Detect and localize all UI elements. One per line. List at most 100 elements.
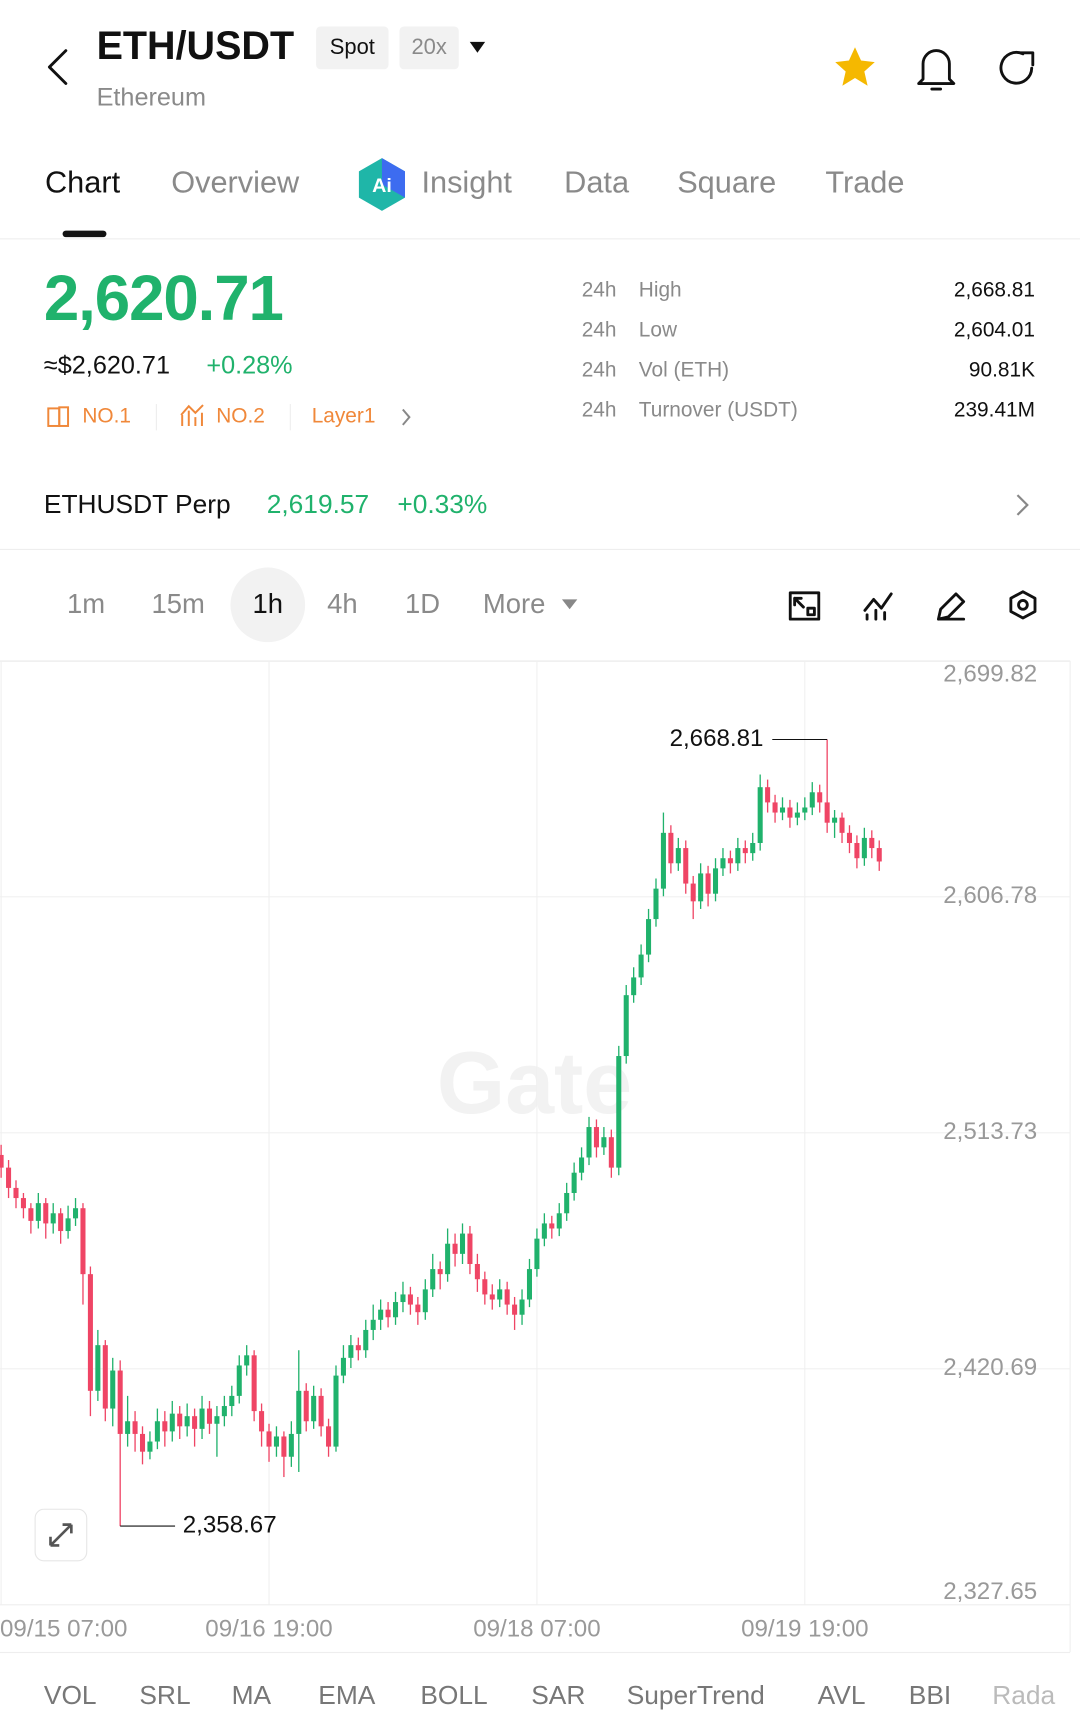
indicator-option[interactable]: BOLL [420, 1680, 487, 1710]
candle-body [385, 1309, 391, 1318]
indicator-option[interactable]: MA [232, 1680, 272, 1710]
candle-body [824, 802, 830, 823]
candle-body [132, 1421, 138, 1434]
candle-body [616, 1056, 622, 1168]
dropdown-arrow[interactable] [469, 41, 486, 53]
stat-period: 24h [582, 278, 617, 301]
interval-option[interactable]: 4h [327, 588, 358, 619]
indicator-option[interactable]: AVL [818, 1680, 866, 1710]
candle-body [452, 1243, 458, 1254]
tag-icon [180, 404, 204, 426]
candle-body [147, 1441, 153, 1452]
indicator-option[interactable]: EMA [318, 1680, 375, 1710]
category-tag[interactable]: Layer1 [312, 405, 376, 428]
candle-body [675, 848, 681, 864]
interval-option[interactable]: 15m [151, 588, 204, 619]
candle-body [355, 1345, 361, 1351]
tab-square[interactable]: Square [677, 165, 776, 200]
indicator-option[interactable]: VOL [44, 1680, 97, 1710]
tab-chart[interactable]: Chart [45, 165, 121, 200]
candle-body [735, 848, 741, 864]
candle-body [772, 802, 778, 813]
candle-body [0, 1154, 4, 1168]
draw-icon[interactable] [936, 592, 966, 621]
rank-tag[interactable]: NO.1 [82, 405, 131, 428]
interval-option[interactable]: 1D [405, 588, 440, 619]
x-tick-label: 09/18 07:00 [473, 1615, 600, 1642]
candle-body [445, 1243, 451, 1275]
candle-body [6, 1167, 12, 1188]
candle-body [861, 837, 867, 859]
indicator-icon[interactable] [863, 592, 893, 621]
candle-body [809, 792, 815, 808]
candle-body [608, 1137, 614, 1168]
indicator-bar: VOL SRL MA EMA BOLL SAR SuperTrend AVL BBI Rada [44, 1680, 1056, 1710]
candle-body [110, 1370, 116, 1409]
candle-body [765, 787, 771, 803]
stat-value: 2,604.01 [954, 319, 1035, 342]
indicator-option[interactable]: SRL [139, 1680, 190, 1710]
interval-option[interactable]: 1h [252, 588, 283, 619]
candle-body [125, 1421, 131, 1434]
indicator-option[interactable]: SAR [531, 1680, 585, 1710]
usd-price: ≈$2,620.71 [44, 351, 170, 379]
tab-indicator [62, 230, 107, 238]
candle-body [839, 817, 845, 833]
chevron[interactable] [402, 408, 411, 426]
x-tick-label: 09/16 19:00 [205, 1615, 332, 1642]
candle-body [139, 1433, 146, 1452]
candle-body [43, 1203, 49, 1224]
candle-body [266, 1431, 272, 1447]
chevron[interactable] [1016, 494, 1029, 516]
interval-option[interactable]: 1m [67, 588, 105, 619]
indicator-option[interactable]: Rada [992, 1680, 1055, 1710]
divider [0, 548, 1080, 550]
tab-insight[interactable]: Insight [421, 165, 512, 200]
perp-name[interactable]: ETHUSDT Perp [44, 489, 231, 519]
alert-icon[interactable] [917, 49, 956, 91]
candle-body [779, 807, 786, 813]
tab-data[interactable]: Data [564, 165, 630, 200]
tab-trade[interactable]: Trade [825, 165, 904, 200]
tab-overview[interactable]: Overview [171, 165, 300, 200]
candle-body [660, 832, 666, 889]
stat-value: 2,668.81 [954, 278, 1035, 301]
candle-body [497, 1289, 503, 1300]
back-button[interactable] [47, 49, 68, 85]
candle-body [712, 868, 719, 894]
tool-icon[interactable] [788, 591, 821, 621]
candle-body [705, 873, 711, 894]
candle-body [288, 1433, 294, 1457]
candle-body [348, 1345, 354, 1358]
candle-body [846, 832, 852, 843]
stat-label: High [639, 278, 682, 301]
candle-body [571, 1172, 577, 1193]
interval-option[interactable]: More [483, 588, 545, 619]
candle-body [556, 1213, 562, 1229]
leverage-badge[interactable] [399, 26, 459, 70]
candle-body [95, 1345, 101, 1391]
rank-tag[interactable]: NO.2 [216, 405, 265, 428]
candle-body [668, 832, 674, 864]
candle-body [311, 1395, 317, 1422]
stat-period: 24h [582, 359, 617, 382]
candle-body [638, 954, 644, 978]
candle-body [184, 1416, 190, 1427]
indicator-option[interactable]: BBI [909, 1680, 951, 1710]
share-icon[interactable] [999, 50, 1035, 85]
candle-body [467, 1233, 473, 1265]
separator [155, 404, 157, 431]
candle-body [169, 1413, 175, 1432]
candle-body [720, 858, 726, 869]
favorite-icon[interactable] [835, 47, 875, 86]
candle-body [28, 1208, 34, 1221]
candle-body [259, 1411, 265, 1432]
candle-body [87, 1274, 93, 1391]
x-tick-label: 09/15 07:00 [0, 1615, 127, 1642]
candle-body [586, 1127, 592, 1158]
perp-change: +0.33% [397, 489, 487, 519]
indicator-option[interactable]: SuperTrend [627, 1680, 765, 1710]
stat-value: 90.81K [969, 359, 1035, 382]
dropdown-arrow[interactable] [561, 599, 578, 610]
settings-icon[interactable] [1009, 590, 1037, 620]
